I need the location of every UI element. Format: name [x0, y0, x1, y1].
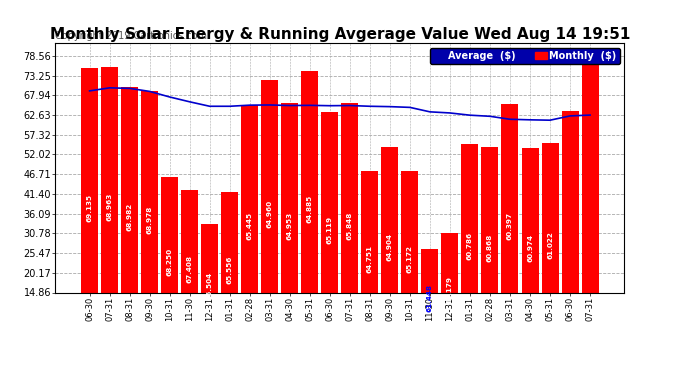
- Text: 65.445: 65.445: [247, 212, 253, 240]
- Bar: [482, 147, 498, 348]
- Bar: [81, 68, 98, 348]
- Text: 60.974: 60.974: [527, 234, 533, 262]
- Text: 65.556: 65.556: [227, 255, 233, 284]
- Bar: [342, 103, 358, 348]
- Text: 61.448: 61.448: [427, 285, 433, 312]
- Text: 69.135: 69.135: [86, 194, 92, 222]
- Bar: [502, 104, 518, 348]
- Bar: [362, 171, 378, 348]
- Bar: [522, 148, 538, 348]
- Text: 68.982: 68.982: [127, 203, 132, 231]
- Text: 67.408: 67.408: [187, 255, 193, 283]
- Text: 60.397: 60.397: [507, 212, 513, 240]
- Bar: [121, 87, 138, 348]
- Text: 64.751: 64.751: [367, 246, 373, 273]
- Text: 68.250: 68.250: [167, 248, 172, 276]
- Text: 64.904: 64.904: [387, 233, 393, 261]
- Text: 61.022: 61.022: [547, 232, 553, 260]
- Text: 65.848: 65.848: [347, 211, 353, 240]
- Text: 64.885: 64.885: [307, 195, 313, 223]
- Text: 60.868: 60.868: [487, 233, 493, 262]
- Bar: [382, 147, 398, 348]
- Text: 65.119: 65.119: [327, 216, 333, 244]
- Text: 65.172: 65.172: [407, 246, 413, 273]
- Title: Monthly Solar Energy & Running Avgerage Value Wed Aug 14 19:51: Monthly Solar Energy & Running Avgerage …: [50, 27, 630, 42]
- Bar: [141, 92, 158, 348]
- Legend: Average  ($), Monthly  ($): Average ($), Monthly ($): [431, 48, 620, 64]
- Bar: [101, 67, 118, 348]
- Bar: [201, 224, 218, 348]
- Bar: [582, 56, 599, 348]
- Bar: [422, 249, 438, 348]
- Text: 68.963: 68.963: [106, 193, 112, 221]
- Bar: [442, 232, 458, 348]
- Bar: [161, 177, 178, 348]
- Text: 66.504: 66.504: [207, 272, 213, 300]
- Bar: [402, 171, 418, 348]
- Text: 68.978: 68.978: [147, 206, 152, 234]
- Bar: [241, 105, 258, 348]
- Bar: [542, 143, 558, 348]
- Bar: [322, 112, 338, 348]
- Text: 64.953: 64.953: [287, 211, 293, 240]
- Text: 60.786: 60.786: [467, 232, 473, 260]
- Bar: [302, 71, 318, 348]
- Bar: [282, 103, 298, 348]
- Bar: [262, 80, 278, 348]
- Bar: [221, 192, 238, 348]
- Bar: [562, 111, 578, 348]
- Bar: [462, 144, 478, 348]
- Text: 62.179: 62.179: [447, 276, 453, 304]
- Bar: [181, 190, 198, 348]
- Text: Copyright 2019 Cartronics.com: Copyright 2019 Cartronics.com: [55, 31, 207, 40]
- Text: 64.960: 64.960: [267, 200, 273, 228]
